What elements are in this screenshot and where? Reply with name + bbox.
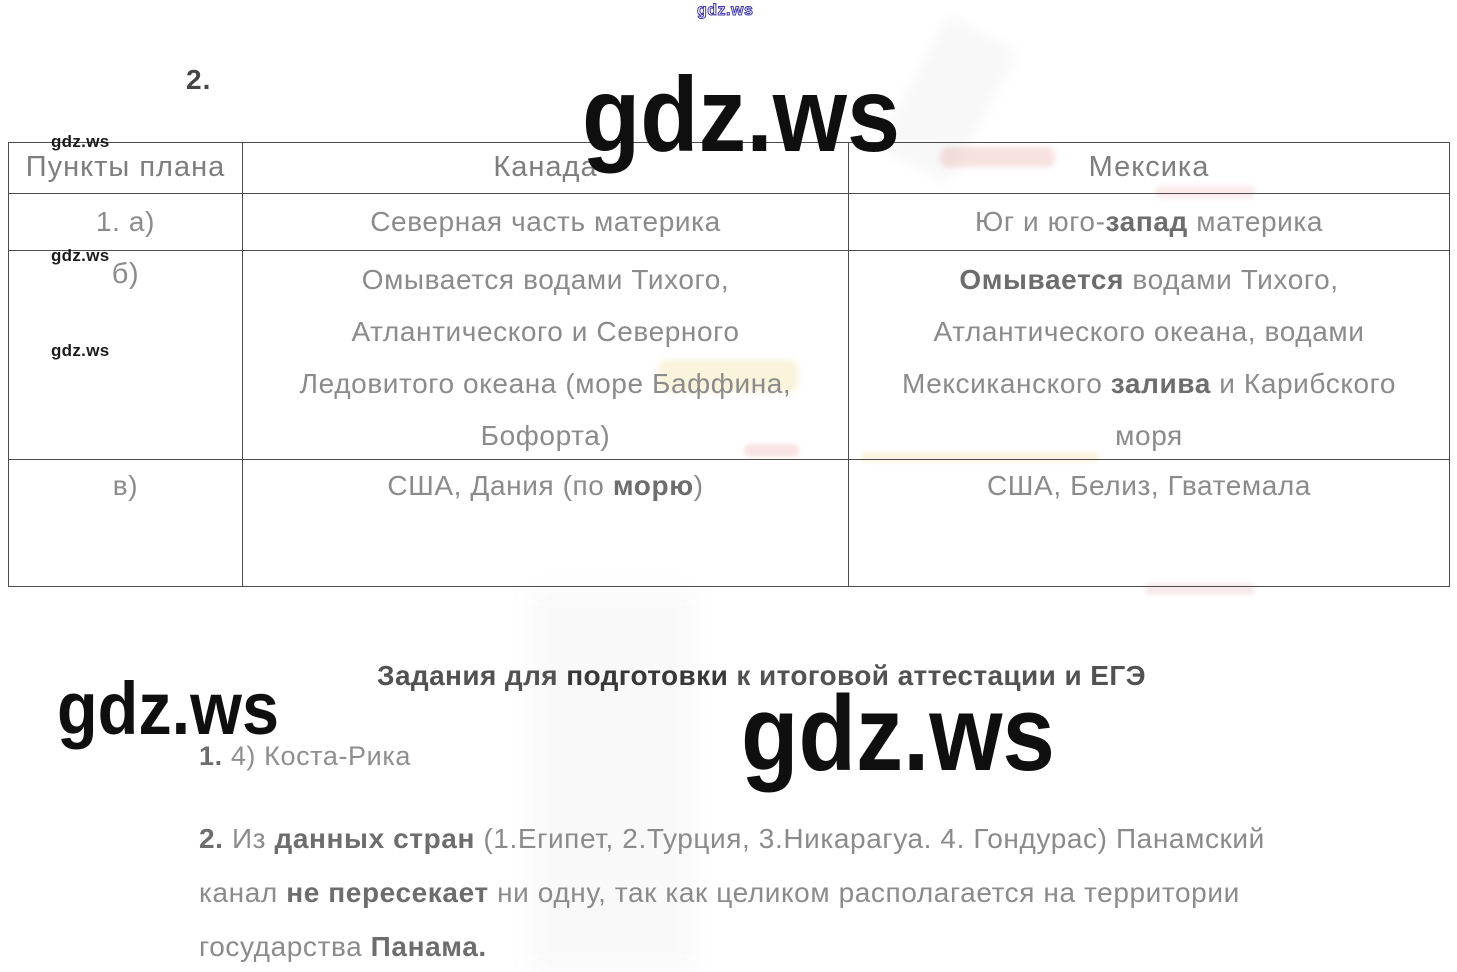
cell-line: США, Белиз, Гватемала	[986, 470, 1312, 501]
watermark-small-2: gdz.ws	[51, 246, 110, 265]
watermark-small-3: gdz.ws	[51, 341, 110, 360]
table-cell-mexico: Юг и юго-запад материка	[849, 194, 1449, 251]
table-header-canada: Канада	[243, 143, 849, 194]
answer-item-1: 1. 4) Коста-Рика	[199, 741, 411, 771]
cell-line: Атлантического и Северного	[351, 316, 740, 347]
table-cell-mexico: Омывается водами Тихого, Атлантического …	[849, 251, 1449, 460]
answer-item-2: 2. Из данных стран (1.Египет, 2.Турция, …	[199, 812, 1339, 972]
cell-line: Омывается водами Тихого,	[959, 264, 1339, 295]
table-cell-canada: США, Дания (по морю)	[243, 460, 849, 586]
table-cell-canada: Омывается водами Тихого, Атлантического …	[243, 251, 849, 460]
comparison-table: Пункты плана Канада Мексика 1. а) Северн…	[8, 142, 1450, 587]
cell-line: Юг и юго-запад материка	[974, 206, 1324, 237]
table-row-label: б)	[9, 251, 243, 460]
paragraph-line: государства Панама.	[199, 931, 487, 962]
cell-line: Северная часть материка	[370, 206, 721, 237]
cell-line: Бофорта)	[480, 420, 611, 451]
cell-line: США, Дания (по морю)	[387, 470, 704, 501]
watermark-large-bottom-left: gdz.ws	[57, 667, 280, 750]
watermark-outline-top: gdz.ws	[696, 2, 754, 19]
watermark-large-bottom-right: gdz.ws	[741, 673, 1055, 793]
section-heading: Задания для подготовки к итоговой аттест…	[377, 660, 1146, 691]
cell-line: моря	[1115, 420, 1183, 451]
paragraph-line: канал не пересекает ни одну, так как цел…	[199, 877, 1240, 908]
paragraph-line: 2. Из данных стран (1.Египет, 2.Турция, …	[199, 823, 1265, 854]
table-row-label: 1. а)	[9, 194, 243, 251]
cell-line: Ледовитого океана (море Баффина,	[299, 368, 792, 399]
watermark-large-top: gdz.ws	[582, 56, 901, 174]
table-row-label: в)	[9, 460, 243, 586]
exercise-number: 2.	[186, 64, 212, 95]
cell-line: Омывается водами Тихого,	[361, 264, 730, 295]
cell-line: Атлантического океана, водами	[933, 316, 1365, 347]
table-cell-mexico: США, Белиз, Гватемала	[849, 460, 1449, 586]
table-header-mexico: Мексика	[849, 143, 1449, 194]
watermark-small-1: gdz.ws	[51, 132, 110, 151]
table-header-plan-points: Пункты плана	[9, 143, 243, 194]
table-cell-canada: Северная часть материка	[243, 194, 849, 251]
cell-line: Мексиканского залива и Карибского	[901, 368, 1397, 399]
